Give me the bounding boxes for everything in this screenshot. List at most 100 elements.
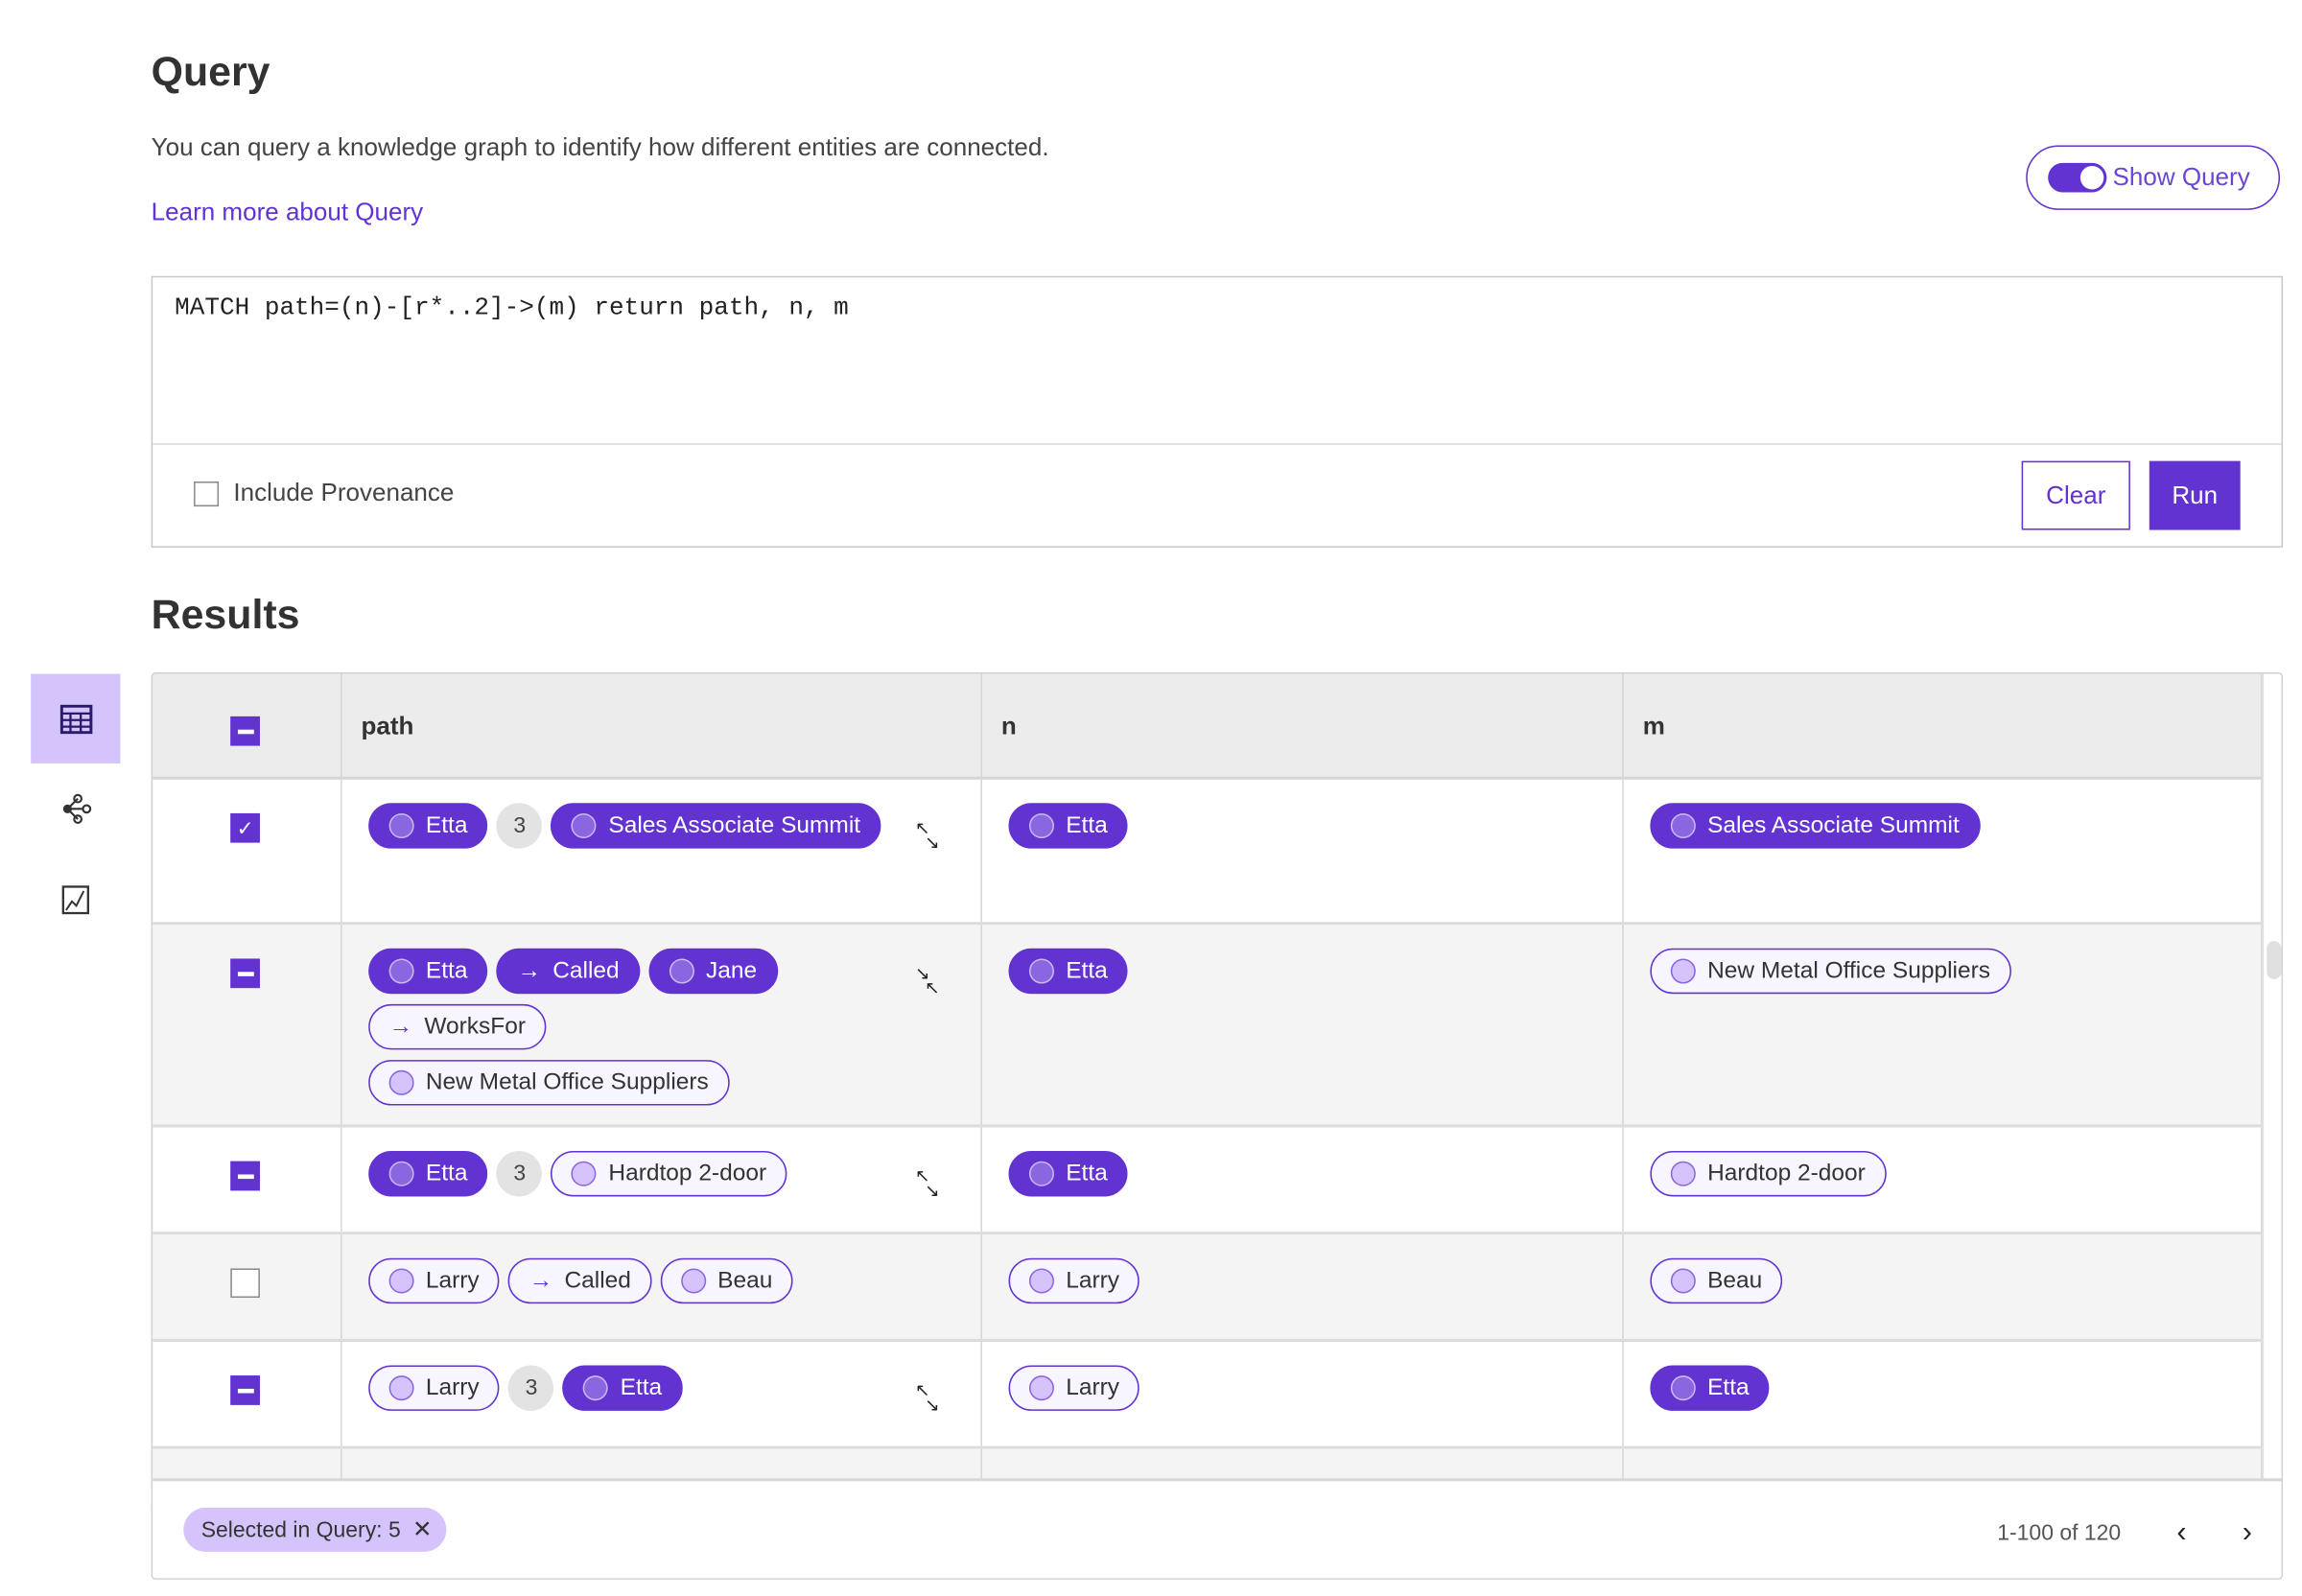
column-header-n[interactable]: n xyxy=(1000,712,1017,740)
node-chip[interactable]: Larry xyxy=(368,1257,501,1304)
graph-view-button[interactable] xyxy=(31,763,120,853)
row-checkbox[interactable]: ✓ xyxy=(230,812,260,843)
pagination-range: 1-100 of 120 xyxy=(1997,1520,2122,1546)
chip-label: Etta xyxy=(1066,1160,1108,1185)
node-chip[interactable]: Jane xyxy=(648,948,778,995)
chevron-right-icon[interactable]: › xyxy=(2242,1516,2252,1549)
expand-icon[interactable]: ↖ ↘ xyxy=(914,1165,940,1202)
path-chips: Larry → Called Beau xyxy=(368,1257,897,1304)
chip-label: Larry xyxy=(1066,1267,1120,1293)
table-row[interactable]: Etta 3 Hardtop 2-door ↖ ↘ Etta Hardtop 2-door xyxy=(153,1127,2263,1235)
collapse-icon[interactable]: ↘ ↖ xyxy=(914,963,940,998)
row-checkbox[interactable] xyxy=(230,958,260,989)
path-length-badge[interactable]: 3 xyxy=(497,1150,543,1197)
node-chip[interactable]: Etta xyxy=(368,948,488,995)
n-cell xyxy=(982,1448,1624,1505)
node-circle-icon xyxy=(388,1161,414,1186)
path-cell xyxy=(342,1448,982,1505)
query-panel: MATCH path=(n)-[r*..2]->(m) return path,… xyxy=(151,275,2284,548)
node-chip[interactable]: Etta xyxy=(368,803,488,849)
chip-label: Larry xyxy=(425,1374,480,1400)
graph-icon xyxy=(62,792,91,824)
node-chip[interactable]: New Metal Office Suppliers xyxy=(1650,948,2011,995)
path-cell: Etta 3 Hardtop 2-door ↖ ↘ xyxy=(342,1127,982,1232)
selected-count-label: Selected in Query: 5 xyxy=(200,1516,401,1542)
expand-icon[interactable]: ↖ ↘ xyxy=(914,817,940,854)
node-circle-icon xyxy=(1670,1268,1696,1294)
arrow-right-icon: → xyxy=(388,1013,413,1039)
close-icon[interactable]: ✕ xyxy=(411,1517,433,1543)
node-chip[interactable]: New Metal Office Suppliers xyxy=(368,1060,730,1106)
chevron-left-icon[interactable]: ‹ xyxy=(2176,1516,2187,1549)
table-row[interactable]: Larry 3 Etta ↖ ↘ Larry Etta xyxy=(153,1341,2263,1449)
node-circle-icon xyxy=(680,1268,706,1294)
node-chip[interactable]: Etta xyxy=(1008,1150,1129,1197)
selected-in-query-chip[interactable]: Selected in Query: 5 ✕ xyxy=(183,1507,447,1552)
node-chip[interactable]: Sales Associate Summit xyxy=(551,803,881,849)
node-chip[interactable]: Etta xyxy=(368,1150,488,1197)
chip-label: Beau xyxy=(717,1267,773,1293)
node-chip[interactable]: Etta xyxy=(1650,1365,1771,1411)
node-chip[interactable]: Etta xyxy=(562,1365,683,1411)
m-cell: Hardtop 2-door xyxy=(1624,1127,2263,1232)
node-circle-icon xyxy=(572,812,598,838)
table-view-button[interactable] xyxy=(31,673,121,763)
node-chip[interactable]: Hardtop 2-door xyxy=(1650,1150,1887,1197)
path-length-badge[interactable]: 3 xyxy=(508,1365,554,1411)
chip-label: Etta xyxy=(1066,812,1108,838)
node-circle-icon xyxy=(388,812,414,838)
table-row[interactable]: Larry → Called Beau Larry Beau xyxy=(153,1234,2263,1342)
path-length-badge[interactable]: 3 xyxy=(497,803,543,849)
node-chip[interactable]: Beau xyxy=(1650,1257,1783,1304)
chip-label: Beau xyxy=(1707,1267,1763,1293)
expand-icon[interactable]: ↖ ↘ xyxy=(914,1379,940,1416)
node-chip[interactable]: Larry xyxy=(368,1365,501,1411)
table-row[interactable]: ✓ Etta 3 Sales Associate Summit ↖ ↘ Etta Sales… xyxy=(153,779,2263,926)
learn-more-link[interactable]: Learn more about Query xyxy=(151,198,424,226)
clear-button[interactable]: Clear xyxy=(2021,460,2130,530)
node-circle-icon xyxy=(1028,958,1054,984)
row-checkbox[interactable] xyxy=(230,1268,260,1299)
path-cell: Larry → Called Beau xyxy=(342,1234,982,1339)
node-chip[interactable]: Sales Associate Summit xyxy=(1650,803,1981,849)
chip-label: Sales Associate Summit xyxy=(608,812,861,838)
table-scrollbar[interactable] xyxy=(2262,673,2282,1479)
table-row[interactable]: Etta → Called Jane → WorksFor New Metal Office… xyxy=(153,925,2263,1128)
column-header-m[interactable]: m xyxy=(1642,712,1665,740)
edge-chip[interactable]: → Called xyxy=(508,1257,652,1304)
node-circle-icon xyxy=(572,1161,598,1186)
toggle-switch-icon xyxy=(2048,162,2107,193)
row-select-cell xyxy=(153,1234,342,1339)
path-cell: Etta → Called Jane → WorksFor New Metal Office… xyxy=(342,925,982,1125)
show-query-toggle[interactable]: Show Query xyxy=(2026,145,2281,210)
edge-chip[interactable]: → Called xyxy=(497,948,641,995)
chip-label: Jane xyxy=(705,957,758,983)
node-chip[interactable]: Larry xyxy=(1008,1257,1140,1304)
row-select-cell xyxy=(153,1341,342,1446)
chart-view-button[interactable] xyxy=(31,855,120,944)
node-circle-icon xyxy=(1028,1375,1054,1401)
n-cell: Larry xyxy=(982,1234,1624,1339)
run-button[interactable]: Run xyxy=(2149,460,2241,530)
node-chip[interactable]: Etta xyxy=(1008,803,1129,849)
node-circle-icon xyxy=(669,958,694,984)
column-header-path[interactable]: path xyxy=(361,712,414,740)
select-all-checkbox[interactable] xyxy=(230,716,260,746)
node-chip[interactable]: Hardtop 2-door xyxy=(551,1150,787,1197)
n-cell: Etta xyxy=(982,779,1624,923)
n-cell: Larry xyxy=(982,1341,1624,1446)
edge-chip[interactable]: → WorksFor xyxy=(368,1003,547,1050)
row-checkbox[interactable] xyxy=(230,1161,260,1191)
include-provenance-checkbox[interactable]: Include Provenance xyxy=(194,479,454,508)
node-chip[interactable]: Beau xyxy=(660,1257,793,1304)
node-chip[interactable]: Larry xyxy=(1008,1365,1140,1411)
row-checkbox[interactable] xyxy=(230,1375,260,1405)
node-circle-icon xyxy=(388,1268,414,1294)
node-circle-icon xyxy=(1670,958,1696,984)
query-input[interactable]: MATCH path=(n)-[r*..2]->(m) return path,… xyxy=(153,277,2282,445)
scrollbar-thumb[interactable] xyxy=(2267,941,2282,979)
chip-label: Etta xyxy=(425,1160,468,1185)
chip-label: Larry xyxy=(1066,1374,1120,1400)
checkbox-icon[interactable] xyxy=(194,481,220,506)
node-chip[interactable]: Etta xyxy=(1008,948,1129,995)
